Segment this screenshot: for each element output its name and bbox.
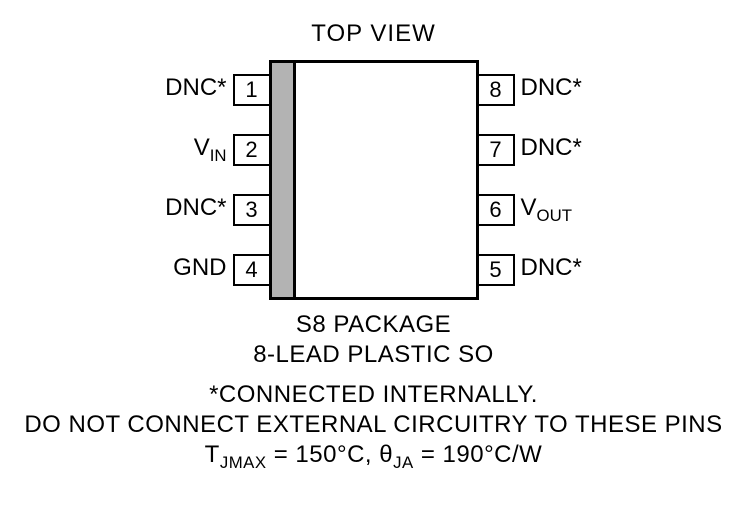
pin-6-row: 6 VOUT	[479, 188, 589, 232]
pin-2-row: VIN 2	[159, 128, 269, 172]
package-desc: 8-LEAD PLASTIC SO	[0, 340, 747, 370]
pin-1-box: 1	[233, 74, 269, 106]
pin-5-box: 5	[479, 254, 515, 286]
pin-1-row: DNC* 1	[159, 68, 269, 112]
pinout-diagram: DNC* 1 VIN 2 DNC* 3 GND 4 8 DNC* 7 DNC* …	[159, 60, 589, 300]
pin-7-label: DNC*	[521, 134, 589, 166]
right-pins: 8 DNC* 7 DNC* 6 VOUT 5 DNC*	[479, 60, 589, 300]
left-pins: DNC* 1 VIN 2 DNC* 3 GND 4	[159, 60, 269, 300]
pin-8-box: 8	[479, 74, 515, 106]
pin-5-row: 5 DNC*	[479, 248, 589, 292]
pin1-indicator	[272, 63, 296, 297]
pin-6-box: 6	[479, 194, 515, 226]
pin-4-label: GND	[159, 254, 227, 286]
pin-5-label: DNC*	[521, 254, 589, 286]
chip-top	[296, 63, 476, 297]
pin-8-label: DNC*	[521, 74, 589, 106]
dnc-note-1: *CONNECTED INTERNALLY.	[0, 380, 747, 410]
thermal-specs: TJMAX = 150°C, θJA = 190°C/W	[0, 440, 747, 474]
pin-2-label: VIN	[159, 134, 227, 166]
pin-4-box: 4	[233, 254, 269, 286]
title-top-view: TOP VIEW	[0, 20, 747, 48]
pin-2-box: 2	[233, 134, 269, 166]
pin-3-label: DNC*	[159, 194, 227, 226]
dnc-note-2: DO NOT CONNECT EXTERNAL CIRCUITRY TO THE…	[0, 410, 747, 440]
pin-7-row: 7 DNC*	[479, 128, 589, 172]
caption-block: S8 PACKAGE 8-LEAD PLASTIC SO *CONNECTED …	[0, 310, 747, 474]
package-name: S8 PACKAGE	[0, 310, 747, 340]
pin-7-box: 7	[479, 134, 515, 166]
chip-body	[269, 60, 479, 300]
pin-4-row: GND 4	[159, 248, 269, 292]
pin-3-row: DNC* 3	[159, 188, 269, 232]
pin-3-box: 3	[233, 194, 269, 226]
pin-6-label: VOUT	[521, 194, 589, 226]
pin-1-label: DNC*	[159, 74, 227, 106]
pin-8-row: 8 DNC*	[479, 68, 589, 112]
